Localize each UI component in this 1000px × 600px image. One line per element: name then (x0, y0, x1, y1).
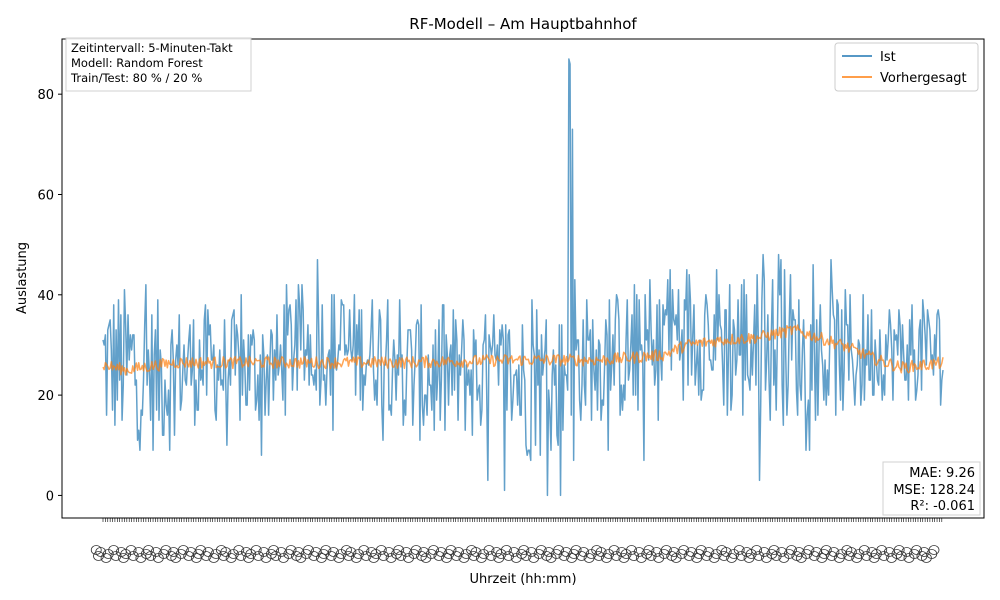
x-tick-label (220, 547, 232, 557)
x-tick-label (143, 545, 154, 555)
x-tick-label (768, 545, 780, 555)
x-tick-label (643, 545, 655, 555)
x-tick-label (626, 545, 637, 555)
x-tick-label (285, 545, 297, 555)
x-tick-label (578, 547, 590, 557)
x-tick-label (518, 545, 530, 555)
metrics-mse: MSE: 128.24 (893, 483, 975, 498)
x-tick-label (195, 545, 207, 555)
x-tick-label (876, 545, 888, 555)
x-axis (90, 518, 943, 563)
x-tick-label (233, 545, 245, 555)
x-tick-label (845, 547, 857, 557)
chart-title: RF-Modell – Am Hauptbahnhof (409, 15, 637, 33)
y-tick-label: 60 (37, 188, 54, 203)
x-tick-label (608, 545, 620, 555)
x-tick-label (95, 547, 107, 557)
x-tick-label (445, 545, 457, 555)
x-tick-label (535, 545, 547, 555)
x-tick-label (358, 545, 370, 555)
x-tick-label (108, 545, 120, 555)
x-tick-label (678, 545, 690, 555)
x-tick-label (595, 547, 607, 557)
x-tick-label (393, 545, 405, 555)
plot-area (61, 38, 985, 519)
x-tick-label (470, 547, 482, 557)
x-tick-label (328, 547, 339, 557)
x-tick-label (695, 545, 707, 555)
x-tick-label (858, 545, 870, 555)
x-tick-label (160, 545, 172, 555)
x-tick-label (703, 547, 715, 557)
metrics-mae: MAE: 9.26 (909, 466, 975, 481)
metrics-r2: R²: -0.061 (910, 499, 975, 514)
y-tick-label: 80 (37, 88, 54, 103)
x-tick-label (453, 547, 464, 557)
info-annotation-line-1: Zeitintervall: 5-Minuten-Takt (71, 41, 233, 55)
x-tick-label (553, 545, 565, 555)
x-tick-label (911, 545, 922, 555)
x-tick-label (250, 545, 262, 555)
x-tick-label (375, 545, 387, 555)
series-line-vorhergesagt (102, 324, 944, 376)
series-layer (102, 58, 944, 497)
x-tick-label (345, 547, 357, 557)
legend-label-vorhergesagt: Vorhergesagt (880, 71, 967, 86)
x-tick-label (820, 545, 832, 555)
x-tick-label (803, 545, 815, 555)
x-tick-label (303, 545, 314, 555)
x-tick-label (125, 545, 137, 555)
x-tick-label (501, 545, 512, 555)
x-tick-label (751, 545, 763, 555)
x-tick-label (828, 547, 840, 557)
y-tick-label: 0 (46, 489, 54, 504)
info-annotation-line-3: Train/Test: 80 % / 20 % (70, 71, 202, 85)
x-tick-label (483, 545, 495, 555)
x-tick-label (928, 545, 940, 555)
x-tick-label (177, 545, 189, 555)
x-tick-label (428, 545, 439, 555)
x-tick-label (410, 545, 422, 555)
x-tick-label (720, 547, 732, 557)
legend-label-ist: Ist (880, 50, 896, 65)
info-annotation-line-2: Modell: Random Forest (71, 56, 203, 70)
x-tick-label (733, 545, 745, 555)
info-annotation-box: Zeitintervall: 5-Minuten-Takt Modell: Ra… (65, 37, 252, 92)
x-tick-label (786, 545, 797, 555)
x-tick-label (893, 545, 905, 555)
x-tick-label (202, 547, 214, 557)
x-tick-label (268, 545, 280, 555)
legend: Ist Vorhergesagt (834, 42, 979, 92)
y-tick-label: 40 (37, 289, 54, 304)
metrics-annotation-box: MAE: 9.26 MSE: 128.24 R²: -0.061 (882, 461, 981, 516)
y-axis-label: Auslastung (15, 242, 30, 314)
x-axis-label: Uhrzeit (hh:mm) (469, 572, 576, 587)
x-tick-label (320, 545, 332, 555)
y-tick-label: 20 (37, 389, 54, 404)
x-tick-label (660, 545, 672, 555)
x-tick-label (570, 545, 582, 555)
y-axis: 0 20 40 60 80 (37, 88, 62, 504)
